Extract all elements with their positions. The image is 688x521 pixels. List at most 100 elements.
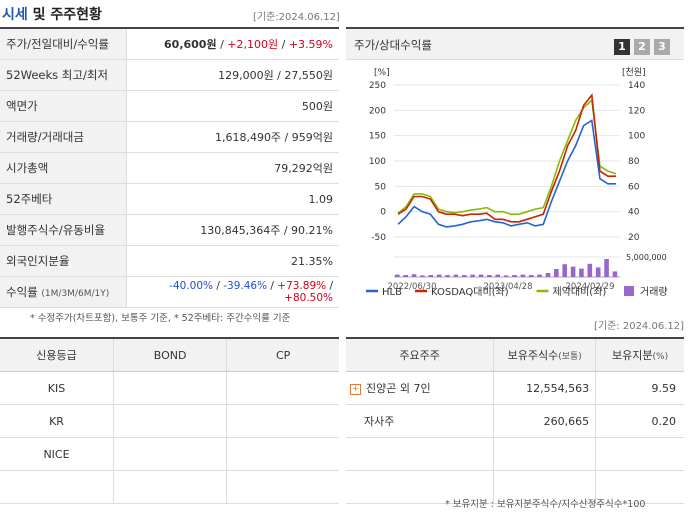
- table-row: 주가/전일대비/수익률 60,600원 / +2,100원 / +3.59%: [0, 28, 339, 60]
- expand-icon[interactable]: +: [350, 383, 361, 395]
- row-value: 21.35%: [126, 245, 339, 277]
- volume-bar: [528, 275, 534, 277]
- quote-table: 주가/전일대비/수익률 60,600원 / +2,100원 / +3.59% 5…: [0, 27, 339, 308]
- volume-bar: [487, 275, 492, 277]
- table-row: 거래량/거래대금 1,618,490주 / 959억원: [0, 121, 339, 153]
- page-3-button[interactable]: 3: [654, 39, 670, 55]
- row-value: 1.09: [126, 183, 339, 215]
- x-tick-label: 2022/06/30: [388, 282, 437, 292]
- row-label: 52주베타: [0, 183, 127, 215]
- volume-bar: [520, 274, 526, 277]
- legend-label: KOSDAQ대비(좌): [431, 286, 509, 298]
- price-change: +2,100원: [227, 38, 279, 51]
- left-tick-label: -50: [371, 233, 386, 243]
- holder-pct: 0.20: [595, 404, 684, 438]
- page-1-button[interactable]: 1: [614, 39, 630, 55]
- table-row: KIS: [0, 371, 339, 405]
- left-tick-label: 200: [369, 106, 386, 116]
- holders-date: [기준: 2024.06.12]: [594, 321, 685, 332]
- agency-name: NICE: [0, 437, 115, 471]
- left-tick-label: 50: [375, 182, 387, 192]
- holder-shares: [493, 470, 597, 504]
- legend-swatch: [624, 286, 634, 296]
- row-value: 130,845,364주 / 90.21%: [126, 214, 339, 246]
- volume-bar: [512, 275, 517, 277]
- volume-bar: [554, 269, 559, 277]
- volume-bar: [604, 259, 609, 277]
- quote-note: * 수정주가(차트포함), 보통주 기준, * 52주베타: 주간수익률 기준: [30, 313, 291, 324]
- volume-bar: [428, 275, 434, 277]
- credit-table: 신용등급 BOND CP KIS KR NICE: [0, 337, 339, 504]
- row-label: 52Weeks 최고/최저: [0, 59, 127, 91]
- legend-label: HLB: [382, 287, 402, 298]
- left-tick-label: 150: [369, 132, 386, 142]
- table-row: 52주베타 1.09: [0, 183, 339, 215]
- holder-shares: 12,554,563: [493, 371, 597, 405]
- volume-bar: [570, 266, 576, 277]
- cp-cell: [226, 404, 339, 438]
- holder-name-cell[interactable]: + 진양곤 외 7인: [346, 371, 495, 405]
- series-line-0: [397, 119, 616, 228]
- section-title: 시세 및 주주현황: [2, 7, 102, 23]
- table-row: 자사주 260,665 0.20: [346, 404, 684, 438]
- volume-bar: [587, 263, 593, 277]
- agency-name: KIS: [0, 371, 115, 405]
- return-6m: +73.89%: [277, 280, 327, 292]
- right-tick-label: 120: [628, 106, 645, 116]
- volume-bar: [595, 267, 601, 277]
- row-label: 거래량/거래대금: [0, 121, 127, 153]
- holder-name: [346, 470, 495, 504]
- table-row: + 진양곤 외 7인 12,554,563 9.59: [346, 371, 684, 405]
- volume-bar: [436, 274, 442, 277]
- volume-bar: [420, 275, 425, 277]
- volume-tick-label: 5,000,000: [626, 253, 667, 262]
- row-label: 액면가: [0, 90, 127, 122]
- right-tick-label: 40: [628, 208, 640, 218]
- bond-cell: [113, 404, 228, 438]
- table-row: 시가총액 79,292억원: [0, 152, 339, 184]
- legend-label: 거래량: [640, 286, 668, 298]
- page-2-button[interactable]: 2: [634, 39, 650, 55]
- table-row: [346, 470, 684, 504]
- table-row: 수익률 (1M/3M/6M/1Y) -40.00% / -39.46% / +7…: [0, 276, 339, 308]
- holder-header: 주요주주: [346, 338, 495, 372]
- right-axis-unit: [천원]: [622, 67, 646, 78]
- cp-cell: [226, 371, 339, 405]
- series-line-2: [397, 98, 617, 215]
- bond-header: BOND: [113, 338, 228, 372]
- bond-cell: [113, 470, 228, 504]
- chart-svg: [%] [천원] 250 200 150 100 50 0 -50 140 120 100 80 60 40…: [366, 67, 668, 298]
- pct-header: 보유지분(%): [595, 338, 684, 372]
- table-row: KR: [0, 404, 339, 438]
- row-label: 외국인지분율: [0, 245, 127, 277]
- holders-note: * 보유지분 : 보유지분주식수/지수산정주식수*100: [445, 499, 646, 510]
- returns-cell: -40.00% / -39.46% / +73.89% / +80.50%: [126, 276, 339, 308]
- table-row: 외국인지분율 21.35%: [0, 245, 339, 277]
- volume-bar: [537, 274, 542, 277]
- holder-pct: [595, 470, 684, 504]
- right-tick-label: 20: [628, 233, 640, 243]
- left-tick-label: 100: [369, 157, 386, 167]
- return-1y: +80.50%: [284, 292, 333, 304]
- row-value: 500원: [126, 90, 339, 122]
- agency-name: [0, 470, 115, 504]
- holder-name: 진양곤 외 7인: [366, 382, 431, 395]
- left-tick-label: 250: [369, 81, 386, 91]
- x-tick-label: 2023/04/28: [484, 282, 533, 292]
- volume-bar: [411, 274, 417, 277]
- holder-pct: [595, 437, 684, 471]
- volume-bar: [445, 275, 450, 277]
- shares-header: 보유주식수(보통): [493, 338, 597, 372]
- volume-bar: [470, 274, 475, 277]
- cp-cell: [226, 470, 339, 504]
- holder-shares: [493, 437, 597, 471]
- price-value: 60,600원: [164, 38, 217, 51]
- row-value: 79,292억원: [126, 152, 339, 184]
- legend-label: 제약대비(좌): [553, 286, 607, 298]
- volume-bar: [453, 274, 459, 277]
- holder-name: [346, 437, 495, 471]
- right-tick-label: 100: [628, 132, 645, 142]
- volume-bar: [461, 275, 467, 277]
